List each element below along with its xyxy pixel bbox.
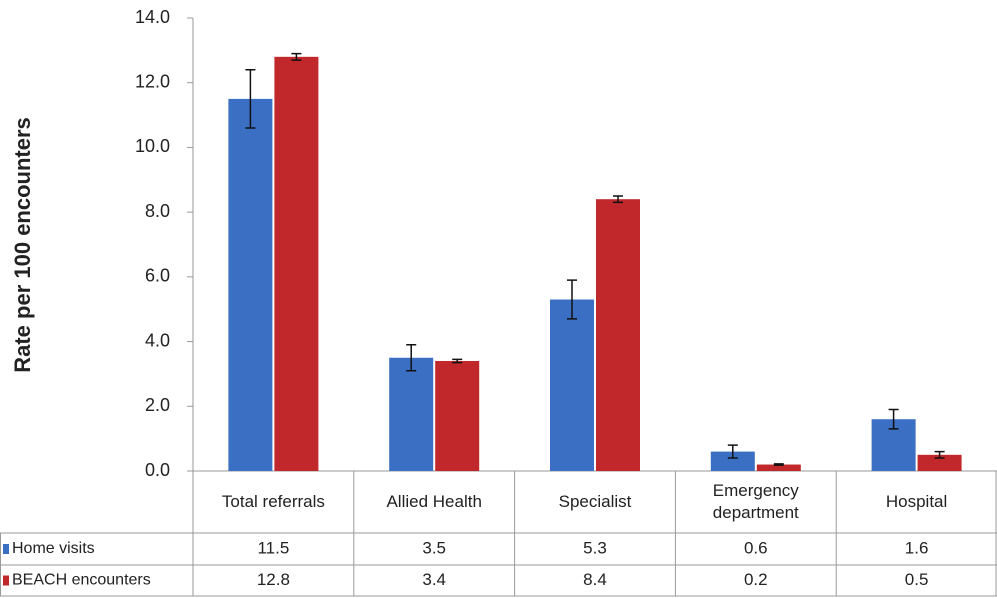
error-bar: [291, 52, 302, 61]
error-bar: [452, 358, 463, 364]
legend-label: BEACH encounters: [12, 572, 151, 589]
bar: [389, 357, 434, 471]
table-value: 0.6: [744, 538, 768, 557]
error-bar: [888, 408, 899, 430]
y-tick-label: 14.0: [135, 7, 170, 27]
y-tick-label: 4.0: [145, 330, 170, 350]
legend-key: [3, 544, 9, 554]
bar: [274, 56, 319, 471]
x-tick-label: Total referrals: [221, 491, 325, 511]
table-value: 3.4: [422, 570, 446, 589]
table-value: 0.2: [744, 570, 768, 589]
bar: [435, 360, 480, 471]
error-bar: [567, 279, 577, 320]
x-tick-label: Specialist: [558, 491, 632, 511]
table-value: 8.4: [583, 570, 607, 589]
table-value: 12.8: [257, 570, 290, 589]
bar: [228, 98, 273, 472]
x-tick-label-box: Allied Health: [386, 491, 482, 511]
y-tick-label: 10.0: [135, 136, 170, 156]
table-value: 5.3: [583, 538, 607, 557]
error-bar: [727, 444, 738, 459]
y-tick-label: 2.0: [145, 395, 170, 415]
y-axis-label: Rate per 100 encounters: [10, 117, 35, 373]
error-bar: [773, 463, 784, 466]
bar: [756, 464, 801, 471]
bar: [917, 454, 962, 471]
x-tick-label: Allied Health: [386, 491, 482, 511]
x-tick-label: Emergency department: [712, 480, 799, 522]
error-bar: [245, 69, 256, 129]
x-tick-label: Hospital: [885, 491, 948, 511]
y-tick-label: 12.0: [135, 71, 170, 91]
table-value: 0.5: [905, 570, 929, 589]
table-value: 3.5: [422, 538, 446, 557]
x-tick-label-box: Hospital: [885, 491, 948, 511]
y-tick-label: 6.0: [145, 266, 170, 286]
table-value: 1.6: [905, 538, 929, 557]
legend-key: [3, 575, 9, 586]
bar: [550, 299, 594, 471]
bar: [596, 199, 640, 471]
error-bar: [934, 450, 945, 459]
error-bar: [613, 195, 623, 204]
y-tick-label: 0.0: [145, 460, 170, 480]
legend-label: Home visits: [12, 540, 95, 557]
table-value: 11.5: [257, 538, 289, 557]
bar: [710, 451, 755, 471]
x-tick-label-box: Total referrals: [221, 491, 325, 511]
y-tick-label: 8.0: [145, 201, 170, 221]
x-tick-label-box: Emergency department: [712, 480, 799, 522]
x-tick-label-box: Specialist: [558, 491, 632, 511]
error-bar: [406, 344, 417, 372]
